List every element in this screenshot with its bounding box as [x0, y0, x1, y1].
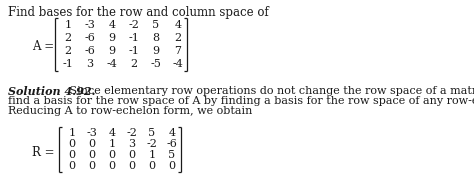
- Text: 2: 2: [174, 33, 182, 43]
- Text: Since elementary row operations do not change the row space of a matrix, we can: Since elementary row operations do not c…: [66, 86, 474, 96]
- Text: R =: R =: [32, 145, 55, 159]
- Text: 3: 3: [86, 59, 93, 69]
- Text: 4: 4: [168, 128, 175, 138]
- Text: -6: -6: [166, 139, 177, 149]
- Text: 0: 0: [109, 150, 116, 160]
- Text: 2: 2: [64, 46, 72, 56]
- Text: 9: 9: [109, 46, 116, 56]
- Text: 2: 2: [130, 59, 137, 69]
- Text: -4: -4: [173, 59, 183, 69]
- Text: find a basis for the row space of A by finding a basis for the row space of any : find a basis for the row space of A by f…: [8, 96, 474, 106]
- Text: 9: 9: [153, 46, 160, 56]
- Text: 0: 0: [68, 161, 75, 171]
- Text: 7: 7: [174, 46, 182, 56]
- Text: 0: 0: [89, 139, 96, 149]
- Text: 0: 0: [68, 139, 75, 149]
- Text: -4: -4: [107, 59, 118, 69]
- Text: A =: A =: [32, 40, 54, 53]
- Text: 5: 5: [148, 128, 155, 138]
- Text: 0: 0: [89, 150, 96, 160]
- Text: 4: 4: [109, 20, 116, 30]
- Text: -6: -6: [84, 33, 95, 43]
- Text: 9: 9: [109, 33, 116, 43]
- Text: -1: -1: [63, 59, 73, 69]
- Text: -6: -6: [84, 46, 95, 56]
- Text: 0: 0: [89, 161, 96, 171]
- Text: 8: 8: [153, 33, 160, 43]
- Text: Find bases for the row and column space of: Find bases for the row and column space …: [8, 6, 269, 19]
- Text: 1: 1: [148, 150, 155, 160]
- Text: -1: -1: [128, 33, 139, 43]
- Text: -2: -2: [146, 139, 157, 149]
- Text: 1: 1: [68, 128, 75, 138]
- Text: 0: 0: [128, 150, 136, 160]
- Text: 0: 0: [109, 161, 116, 171]
- Text: 0: 0: [148, 161, 155, 171]
- Text: 5: 5: [153, 20, 160, 30]
- Text: 0: 0: [168, 161, 175, 171]
- Text: Solution 4.92.: Solution 4.92.: [8, 86, 95, 97]
- Text: -2: -2: [128, 20, 139, 30]
- Text: 1: 1: [64, 20, 72, 30]
- Text: 3: 3: [128, 139, 136, 149]
- Text: 2: 2: [64, 33, 72, 43]
- Text: 5: 5: [168, 150, 175, 160]
- Text: Reducing A to row-echelon form, we obtain: Reducing A to row-echelon form, we obtai…: [8, 106, 252, 116]
- Text: 4: 4: [109, 128, 116, 138]
- Text: 1: 1: [109, 139, 116, 149]
- Text: 0: 0: [128, 161, 136, 171]
- Text: -1: -1: [128, 46, 139, 56]
- Text: 0: 0: [68, 150, 75, 160]
- Text: -2: -2: [127, 128, 137, 138]
- Text: -3: -3: [87, 128, 98, 138]
- Text: 4: 4: [174, 20, 182, 30]
- Text: -3: -3: [84, 20, 95, 30]
- Text: -5: -5: [151, 59, 162, 69]
